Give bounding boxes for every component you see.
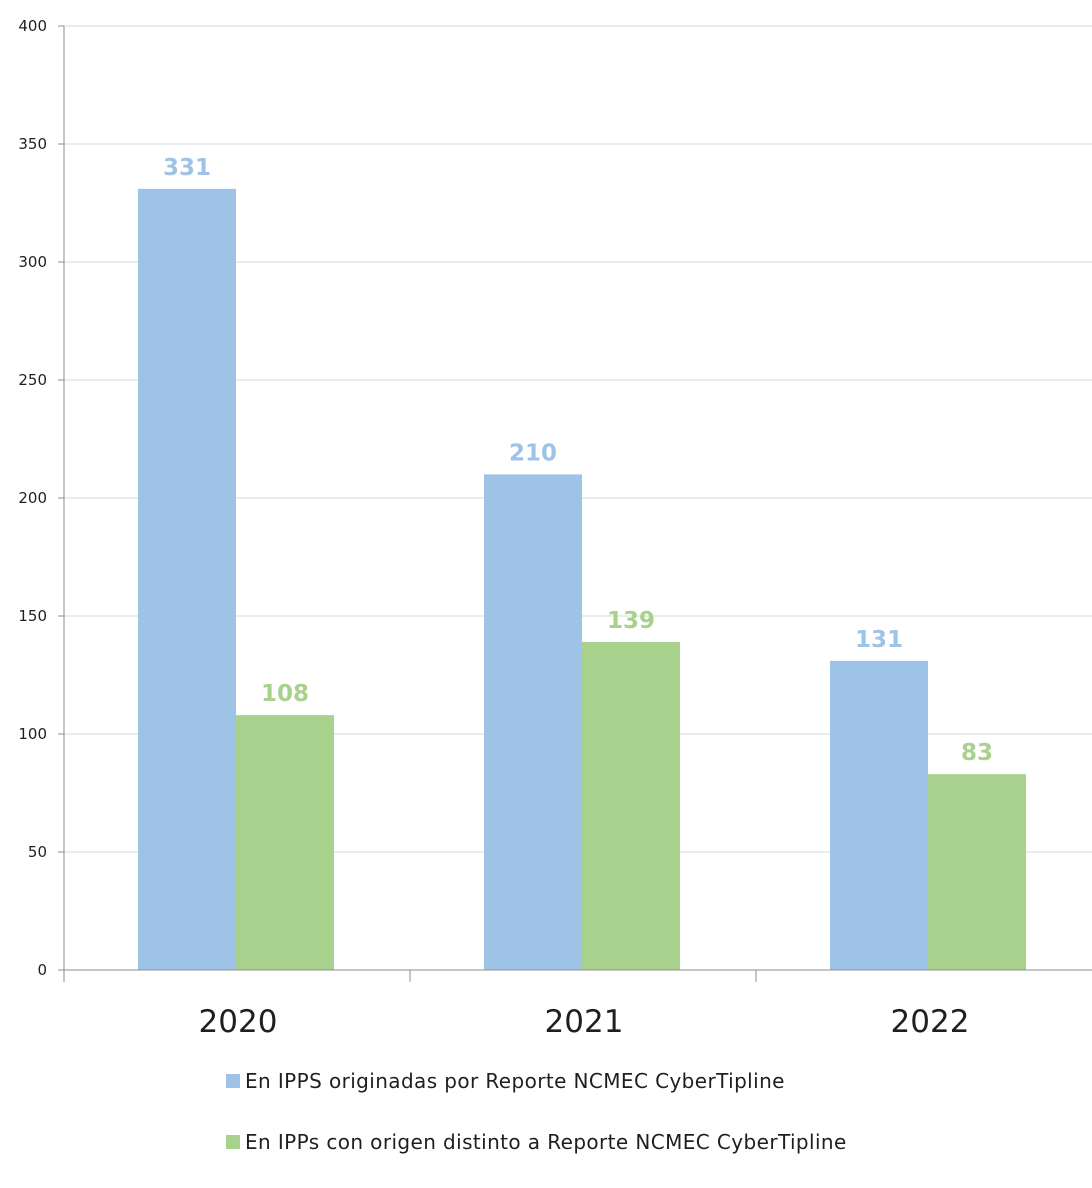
bar-2021-series-2 (582, 641, 680, 970)
bar-chart: 0 50 100 150 200 250 300 350 400 331 108 2020 210 139… (18, 17, 1092, 1040)
y-tick-label-250: 250 (18, 371, 47, 389)
y-tick-label-400: 400 (18, 17, 47, 35)
y-tick-label-50: 50 (28, 843, 47, 861)
legend-label-series-2: En IPPs con origen distinto a Reporte NC… (245, 1130, 847, 1154)
legend-item-series-1: En IPPS originadas por Reporte NCMEC Cyb… (226, 1066, 1066, 1096)
bar-2020-series-2 (236, 715, 334, 970)
chart-container: 0 50 100 150 200 250 300 350 400 331 108 2020 210 139… (18, 17, 1092, 1154)
y-tick-label-200: 200 (18, 489, 47, 507)
data-label-2022-series-2: 83 (961, 740, 993, 766)
y-tick-label-100: 100 (18, 725, 47, 743)
bar-2022-series-2 (928, 774, 1026, 970)
legend-item-series-2: En IPPs con origen distinto a Reporte NC… (226, 1127, 1066, 1157)
y-tick-label-300: 300 (18, 253, 47, 271)
bar-2020-series-1 (138, 188, 236, 971)
bar-2022-series-1 (830, 660, 928, 970)
y-tick-label-150: 150 (18, 607, 47, 625)
y-tick-label-0: 0 (37, 961, 47, 979)
x-tick-label-2021: 2021 (545, 1004, 624, 1040)
bar-2021-series-1 (484, 474, 582, 970)
legend-swatch-series-2 (226, 1135, 240, 1149)
x-tick-label-2020: 2020 (199, 1004, 278, 1040)
data-label-2022-series-1: 131 (855, 627, 903, 653)
data-label-2021-series-1: 210 (509, 440, 557, 466)
data-label-2020-series-1: 331 (163, 155, 211, 181)
legend-swatch-series-1 (226, 1074, 240, 1088)
legend-label-series-1: En IPPS originadas por Reporte NCMEC Cyb… (245, 1069, 785, 1093)
data-label-2020-series-2: 108 (261, 681, 309, 707)
y-tick-label-350: 350 (18, 135, 47, 153)
x-tick-label-2022: 2022 (891, 1004, 970, 1040)
data-label-2021-series-2: 139 (607, 608, 655, 634)
legend: En IPPS originadas por Reporte NCMEC Cyb… (226, 1066, 1066, 1188)
